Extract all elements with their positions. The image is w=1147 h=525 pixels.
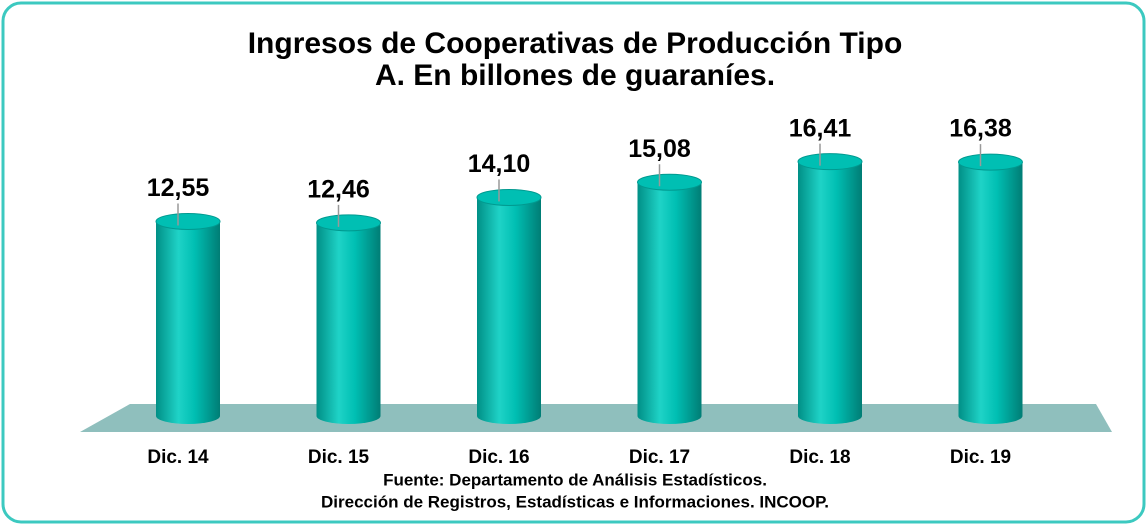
x-tick-label: Dic. 15 bbox=[308, 447, 370, 468]
value-label: 16,41 bbox=[789, 114, 852, 142]
bar bbox=[958, 154, 1023, 425]
x-tick-label: Dic. 16 bbox=[468, 447, 529, 468]
x-tick-label: Dic. 18 bbox=[789, 447, 850, 468]
bar-top bbox=[155, 212, 221, 230]
bar-top bbox=[958, 153, 1023, 171]
bar-top bbox=[476, 188, 542, 206]
bar-top bbox=[637, 173, 702, 191]
bar bbox=[477, 189, 541, 424]
source-note: Dirección de Registros, Estadísticas e I… bbox=[321, 492, 829, 511]
bar bbox=[316, 214, 381, 424]
value-label: 14,10 bbox=[468, 150, 531, 178]
chart-title: Ingresos de Cooperativas de Producción T… bbox=[248, 27, 903, 60]
platform bbox=[80, 404, 1112, 432]
x-tick-label: Dic. 14 bbox=[147, 447, 209, 468]
value-label: 16,38 bbox=[949, 115, 1012, 143]
source-note: Fuente: Departamento de Análisis Estadís… bbox=[383, 470, 767, 489]
value-label: 12,46 bbox=[307, 175, 370, 203]
bar bbox=[798, 153, 862, 424]
bar bbox=[637, 174, 702, 424]
bar-top bbox=[316, 214, 381, 232]
value-label: 15,08 bbox=[628, 135, 691, 163]
x-tick-label: Dic. 17 bbox=[629, 447, 690, 468]
bar bbox=[156, 213, 220, 424]
bar-top bbox=[797, 153, 863, 171]
x-tick-label: Dic. 19 bbox=[950, 447, 1011, 468]
value-label: 12,55 bbox=[147, 174, 210, 202]
chart-title: A. En billones de guaraníes. bbox=[375, 59, 775, 92]
